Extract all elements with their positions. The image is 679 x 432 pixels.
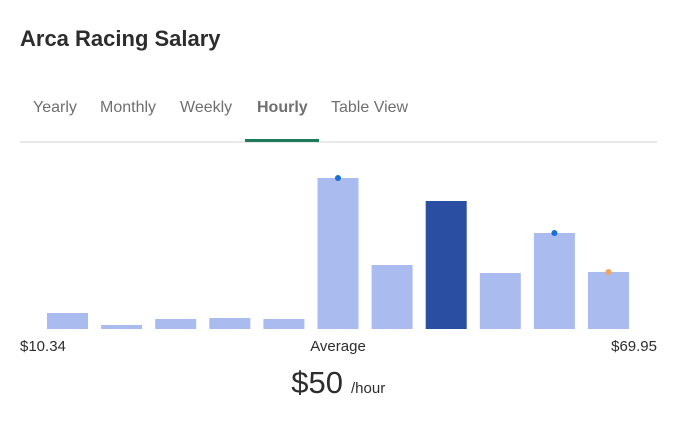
average-value: $50 bbox=[291, 365, 343, 400]
bar bbox=[588, 272, 629, 329]
bar bbox=[101, 325, 143, 329]
tab[interactable]: Weekly bbox=[180, 99, 232, 116]
bar-marker bbox=[335, 175, 341, 181]
bar bbox=[371, 265, 413, 329]
unit: /hour bbox=[351, 380, 385, 397]
bar bbox=[209, 318, 251, 329]
tab[interactable]: Yearly bbox=[33, 99, 77, 116]
tab[interactable]: Monthly bbox=[100, 99, 156, 116]
bar bbox=[479, 273, 521, 329]
max-label: $69.95 bbox=[611, 338, 657, 355]
average-label: Average bbox=[310, 338, 366, 355]
bar bbox=[155, 319, 197, 329]
bar bbox=[533, 233, 575, 329]
tab[interactable]: Hourly bbox=[257, 99, 308, 116]
bar bbox=[47, 313, 88, 329]
bar bbox=[317, 178, 359, 329]
min-label: $10.34 bbox=[20, 338, 66, 355]
bar-marker bbox=[551, 230, 558, 236]
tab[interactable]: Table View bbox=[331, 99, 409, 116]
title: Arca Racing Salary bbox=[20, 26, 221, 51]
bar bbox=[425, 201, 467, 329]
active-tab-indicator bbox=[245, 139, 319, 142]
bar-marker bbox=[605, 269, 612, 275]
bar bbox=[263, 319, 305, 329]
